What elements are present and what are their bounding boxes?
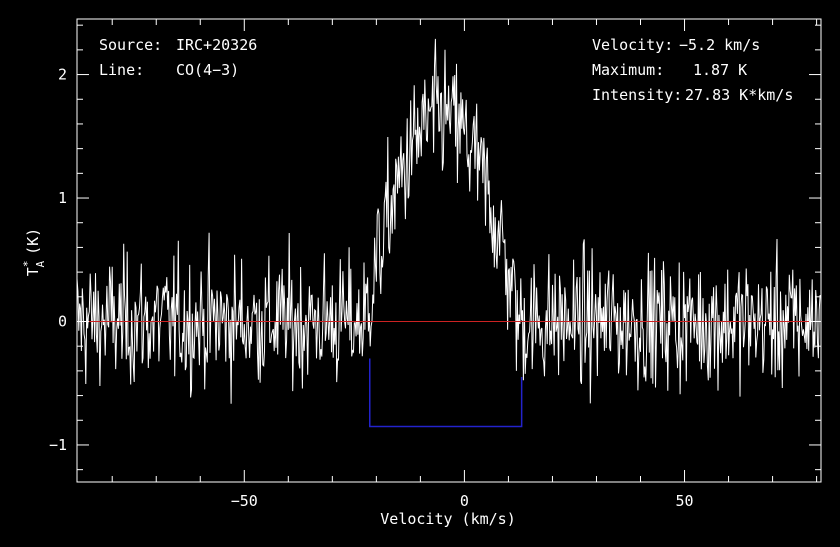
axes-frame xyxy=(76,18,822,483)
maximum-value: 1.87 K xyxy=(693,61,747,79)
maximum-label: Maximum: xyxy=(592,61,664,79)
spectrum-series xyxy=(76,38,821,404)
svg-text:T*A(K): T*A (K) xyxy=(21,228,47,276)
axis-ticks xyxy=(77,19,821,482)
y-tick-label: 0 xyxy=(58,312,67,330)
tick-labels: −50 0 50 −1 0 1 2 xyxy=(49,66,694,510)
line-value: CO(4−3) xyxy=(176,61,239,79)
x-tick-label: −50 xyxy=(231,492,258,510)
x-tick-label: 50 xyxy=(675,492,693,510)
velocity-label: Velocity: xyxy=(592,36,673,54)
x-tick-label: 0 xyxy=(460,492,469,510)
source-value: IRC+20326 xyxy=(176,36,257,54)
spectrum-line xyxy=(76,38,821,404)
intensity-value: 27.83 K*km/s xyxy=(685,86,793,104)
y-axis-label-unit: (K) xyxy=(24,228,42,255)
y-tick-label: −1 xyxy=(49,436,67,454)
line-label: Line: xyxy=(99,61,144,79)
y-tick-label: 1 xyxy=(58,189,67,207)
velocity-value: −5.2 km/s xyxy=(679,36,760,54)
intensity-label: Intensity: xyxy=(592,86,682,104)
source-label: Source: xyxy=(99,36,162,54)
y-axis-label-sub: A xyxy=(34,261,47,268)
y-tick-label: 2 xyxy=(58,66,67,84)
y-axis-label-main: T xyxy=(24,267,42,276)
line-window-box xyxy=(369,358,523,428)
x-axis-label: Velocity (km/s) xyxy=(380,510,515,528)
y-axis-label: T*A (K) xyxy=(21,228,47,276)
y-axis-label-sup: * xyxy=(21,261,34,268)
